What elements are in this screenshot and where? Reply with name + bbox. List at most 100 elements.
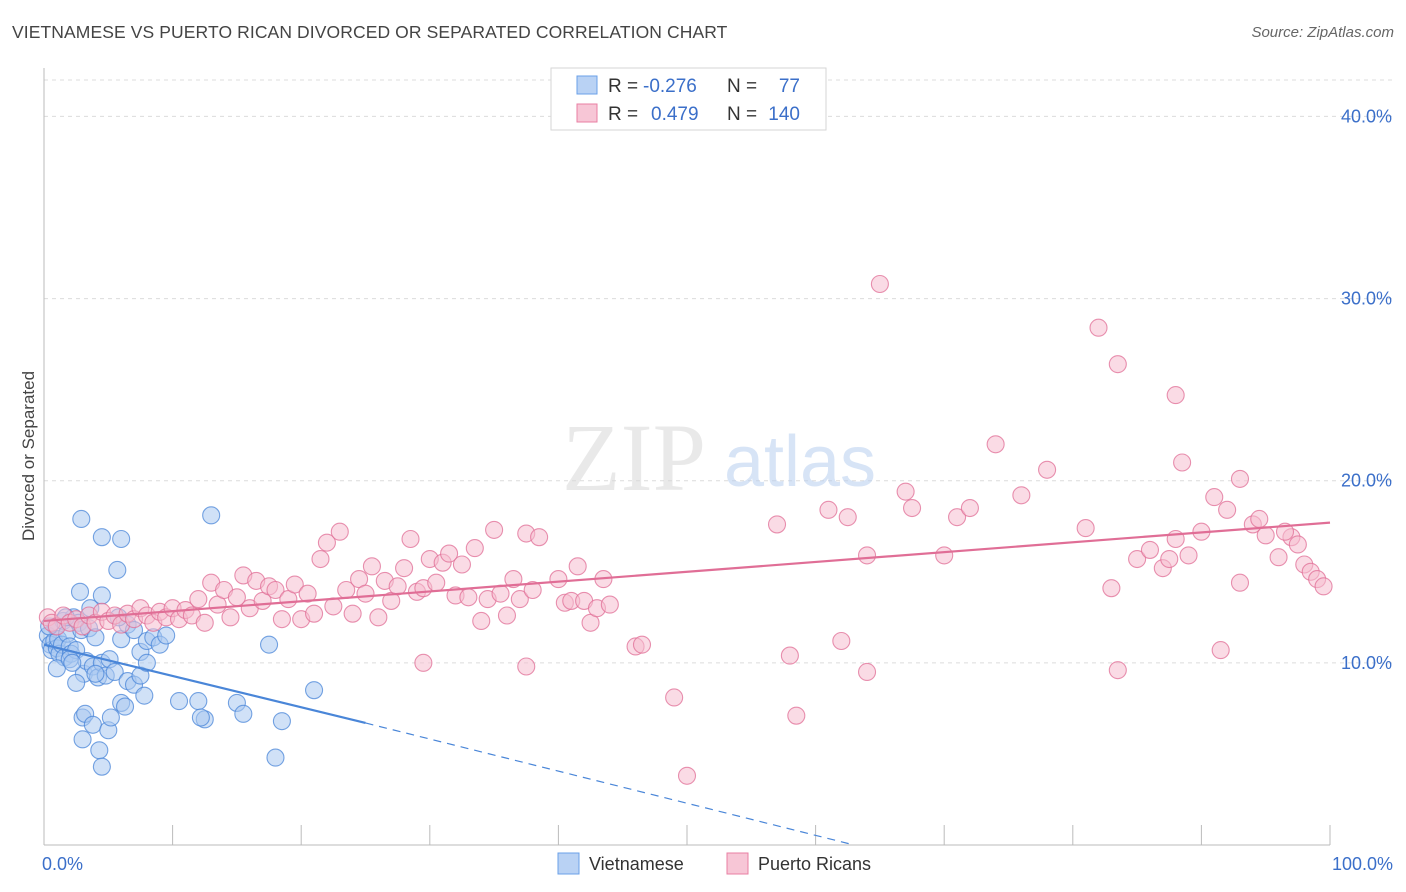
data-point [324,597,343,616]
data-point [549,570,568,589]
data-point [568,557,587,576]
source-credit: Source: ZipAtlas.com [1251,24,1394,41]
data-point [195,613,214,632]
data-point [465,539,484,558]
data-point [1314,577,1333,596]
data-point [787,706,806,725]
bottom-legend: Vietnamese Puerto Ricans [557,852,871,875]
data-point [305,681,324,700]
data-point [491,584,510,603]
data-point [440,544,459,563]
data-point [92,528,111,547]
bottom-legend-label-vietnamese: Vietnamese [589,854,684,874]
data-point [272,712,291,731]
data-point [819,500,838,519]
data-point [485,520,504,539]
y-tick-label: 40.0% [1341,106,1392,126]
data-point [169,692,189,711]
data-point [272,610,291,629]
data-point [1250,509,1269,529]
data-point [838,508,857,527]
legend-box: R = -0.276 N = 77 R = 0.479 N = 140 [550,67,827,131]
data-point [135,686,154,705]
data-point [767,515,787,534]
data-points [38,274,1333,785]
data-point [1218,500,1237,519]
series-points-0 [38,506,324,776]
data-point [1089,318,1108,337]
data-point [497,606,517,625]
data-point [472,611,491,631]
watermark-atlas: atlas [724,422,876,502]
trend-lines [43,521,1331,846]
data-point [356,584,375,603]
data-point [1269,548,1288,567]
data-point [510,590,529,609]
data-point [1102,579,1121,598]
legend-r-label-2: R = [608,104,638,125]
data-point [1173,453,1192,472]
y-tick-label: 20.0% [1341,471,1392,491]
data-point [317,533,336,552]
data-point [600,595,619,614]
data-point [896,482,915,501]
data-point [90,741,109,760]
data-point [1230,573,1250,592]
data-point [632,635,652,654]
y-tick-label: 10.0% [1341,653,1392,673]
data-point [67,673,86,692]
data-point [311,549,330,569]
data-point [63,653,82,672]
data-point [665,688,684,707]
data-point [1256,526,1275,545]
x-tick-label-min: 0.0% [42,854,83,874]
data-point [191,708,210,727]
data-point [189,590,208,609]
data-point [1166,386,1185,405]
trend-line-vietnamese [43,643,366,725]
data-point [343,604,362,623]
data-point [1108,355,1127,374]
data-point [72,509,91,529]
data-point [157,626,176,645]
data-point [101,708,120,727]
data-point [780,646,799,665]
data-point [388,577,407,596]
data-point [305,604,324,623]
data-point [1076,519,1095,538]
data-point [1211,641,1230,660]
trend-line-puerto-ricans [43,521,1331,623]
bottom-legend-swatch-puerto-ricans [726,852,749,875]
data-point [1108,661,1127,680]
legend-n-label-1: N = [727,76,757,97]
data-point [115,697,135,716]
data-point [266,580,285,600]
data-point [530,528,549,547]
data-point [1179,546,1198,565]
data-point [70,582,90,601]
data-point [459,588,478,607]
data-point [523,580,542,600]
data-point [427,573,446,592]
data-point [1205,488,1224,507]
legend-swatch-vietnamese [576,75,598,95]
legend-r-label-1: R = [608,76,638,97]
series-points-1 [38,274,1333,785]
data-point [832,631,851,651]
trend-line-vietnamese-extension [365,722,855,846]
watermark: ZIP atlas [562,404,876,511]
data-point [504,570,523,589]
data-point [83,715,102,734]
data-point [677,766,697,785]
x-tick-label-max: 100.0% [1332,854,1393,874]
data-point [414,653,433,672]
y-axis-label: Divorced or Separated [19,371,38,541]
y-tick-label: 30.0% [1341,289,1392,309]
data-point [112,529,131,549]
tick-labels: 10.0% 20.0% 30.0% 40.0% 0.0% 100.0% [42,106,1393,874]
data-point [285,575,304,594]
data-point [401,529,420,549]
data-point [986,435,1005,454]
data-point [1160,549,1179,569]
